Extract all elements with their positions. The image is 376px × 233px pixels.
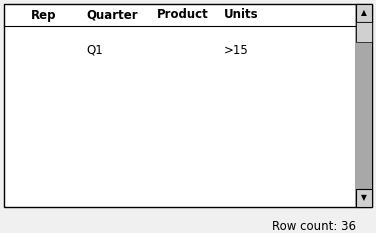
Bar — [356, 189, 372, 207]
Text: >15: >15 — [224, 44, 249, 56]
Text: Product: Product — [157, 8, 209, 21]
Text: ▲: ▲ — [361, 8, 367, 17]
Text: Q1: Q1 — [87, 44, 103, 56]
Bar — [4, 4, 356, 207]
Text: Quarter: Quarter — [87, 8, 138, 21]
Text: Row count: 36: Row count: 36 — [272, 220, 356, 233]
Bar — [356, 42, 372, 189]
Bar — [356, 22, 372, 42]
Text: ▼: ▼ — [361, 193, 367, 202]
Bar — [356, 4, 372, 22]
Bar — [356, 4, 372, 207]
Text: Rep: Rep — [30, 8, 56, 21]
Text: Units: Units — [224, 8, 259, 21]
